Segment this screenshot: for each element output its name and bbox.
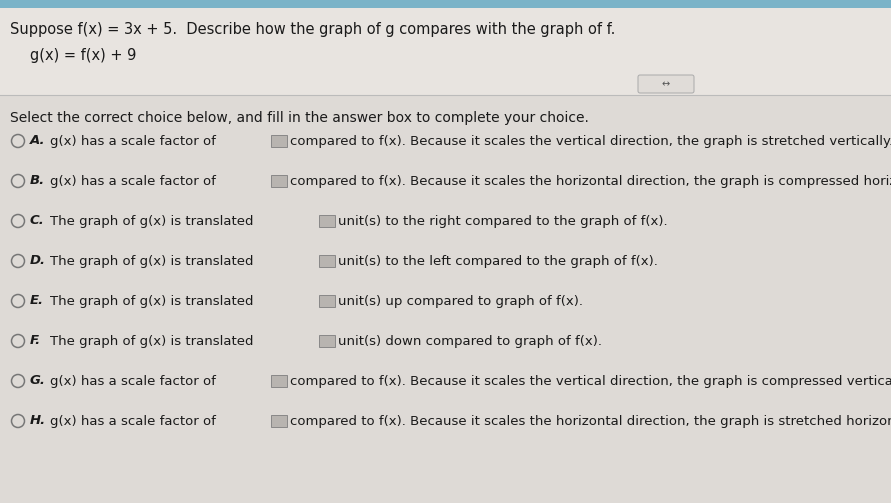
- Text: Suppose f(x) = 3x + 5.  Describe how the graph of g compares with the graph of f: Suppose f(x) = 3x + 5. Describe how the …: [10, 22, 616, 37]
- Text: E.: E.: [30, 294, 44, 307]
- Text: compared to f(x). Because it scales the vertical direction, the graph is compres: compared to f(x). Because it scales the …: [290, 375, 891, 387]
- Bar: [271, 375, 287, 387]
- Bar: [271, 135, 287, 147]
- Bar: [0, 8, 891, 95]
- Text: D.: D.: [30, 255, 46, 268]
- Bar: [271, 415, 287, 427]
- Text: g(x) has a scale factor of: g(x) has a scale factor of: [50, 375, 220, 387]
- Text: compared to f(x). Because it scales the horizontal direction, the graph is stret: compared to f(x). Because it scales the …: [290, 414, 891, 428]
- Text: The graph of g(x) is translated: The graph of g(x) is translated: [50, 255, 257, 268]
- Text: The graph of g(x) is translated: The graph of g(x) is translated: [50, 294, 257, 307]
- Text: unit(s) to the left compared to the graph of f(x).: unit(s) to the left compared to the grap…: [338, 255, 658, 268]
- Text: unit(s) down compared to graph of f(x).: unit(s) down compared to graph of f(x).: [338, 334, 602, 348]
- Bar: [271, 175, 287, 187]
- Text: C.: C.: [30, 214, 45, 227]
- Bar: [319, 215, 335, 227]
- Bar: [0, 0, 891, 8]
- Bar: [319, 295, 335, 307]
- Text: B.: B.: [30, 175, 45, 188]
- Text: Select the correct choice below, and fill in the answer box to complete your cho: Select the correct choice below, and fil…: [10, 111, 589, 125]
- Text: The graph of g(x) is translated: The graph of g(x) is translated: [50, 214, 257, 227]
- Text: ↔: ↔: [662, 79, 670, 89]
- Text: g(x) has a scale factor of: g(x) has a scale factor of: [50, 414, 220, 428]
- Bar: [319, 255, 335, 267]
- Text: H.: H.: [30, 414, 46, 428]
- Text: unit(s) to the right compared to the graph of f(x).: unit(s) to the right compared to the gra…: [338, 214, 667, 227]
- Text: g(x) has a scale factor of: g(x) has a scale factor of: [50, 175, 220, 188]
- Bar: [0, 95, 891, 503]
- Text: A.: A.: [30, 134, 45, 147]
- Text: G.: G.: [30, 375, 45, 387]
- Text: g(x) has a scale factor of: g(x) has a scale factor of: [50, 134, 220, 147]
- FancyBboxPatch shape: [638, 75, 694, 93]
- Text: compared to f(x). Because it scales the horizontal direction, the graph is compr: compared to f(x). Because it scales the …: [290, 175, 891, 188]
- Text: F.: F.: [30, 334, 41, 348]
- Text: The graph of g(x) is translated: The graph of g(x) is translated: [50, 334, 257, 348]
- Text: g(x) = f(x) + 9: g(x) = f(x) + 9: [30, 48, 136, 63]
- Text: unit(s) up compared to graph of f(x).: unit(s) up compared to graph of f(x).: [338, 294, 583, 307]
- Bar: [319, 335, 335, 347]
- Text: compared to f(x). Because it scales the vertical direction, the graph is stretch: compared to f(x). Because it scales the …: [290, 134, 891, 147]
